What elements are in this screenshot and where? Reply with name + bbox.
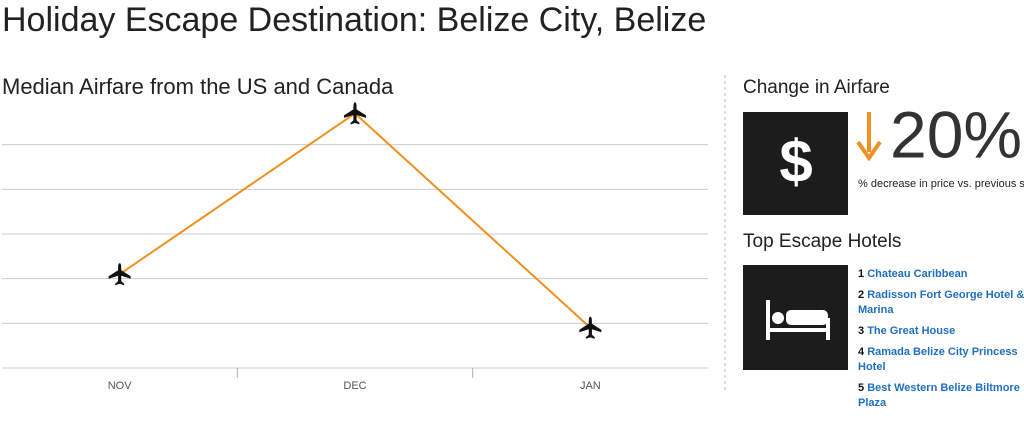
hotel-link[interactable]: Ramada Belize City Princess Hotel [858, 346, 1018, 373]
x-tick-label: JAN [580, 380, 601, 392]
chart-title: Median Airfare from the US and Canada [2, 74, 394, 99]
hotel-item: 4 Ramada Belize City Princess Hotel [858, 345, 1024, 375]
plane-marker [344, 102, 366, 125]
change-value: 20% [890, 97, 1022, 171]
bed-icon [766, 300, 830, 340]
dollar-icon: $ [779, 128, 812, 195]
dollar-box [743, 112, 848, 215]
hotel-list: 1 Chateau Caribbean 2 Radisson Fort Georg… [858, 267, 1024, 417]
change-heading: Change in Airfare [743, 77, 890, 98]
hotel-rank: 3 [858, 325, 865, 337]
hotel-item: 2 Radisson Fort George Hotel & Marina [858, 288, 1024, 318]
hotel-link[interactable]: The Great House [867, 325, 956, 337]
x-tick-label: DEC [343, 380, 366, 392]
plane-marker [579, 316, 602, 339]
hotel-rank: 4 [858, 346, 865, 358]
hotel-rank: 1 [858, 268, 865, 280]
hotel-rank: 5 [858, 382, 865, 394]
hotel-item: 1 Chateau Caribbean [858, 267, 1024, 282]
hotels-heading: Top Escape Hotels [743, 231, 901, 252]
hotel-item: 5 Best Western Belize Biltmore Plaza [858, 381, 1024, 411]
change-caption: % decrease in price vs. previous season [858, 178, 1024, 190]
hotel-item: 3 The Great House [858, 324, 1024, 339]
x-tick-label: NOV [108, 380, 133, 392]
series-line [119, 112, 592, 329]
down-arrow [856, 112, 882, 162]
hotel-link[interactable]: Chateau Caribbean [867, 268, 968, 280]
hotel-rank: 2 [858, 289, 865, 301]
page-title: Holiday Escape Destination: Belize City,… [2, 1, 706, 39]
hotel-link[interactable]: Best Western Belize Biltmore Plaza [858, 382, 1020, 409]
plane-marker [108, 263, 131, 286]
hotel-link[interactable]: Radisson Fort George Hotel & Marina [858, 289, 1024, 316]
